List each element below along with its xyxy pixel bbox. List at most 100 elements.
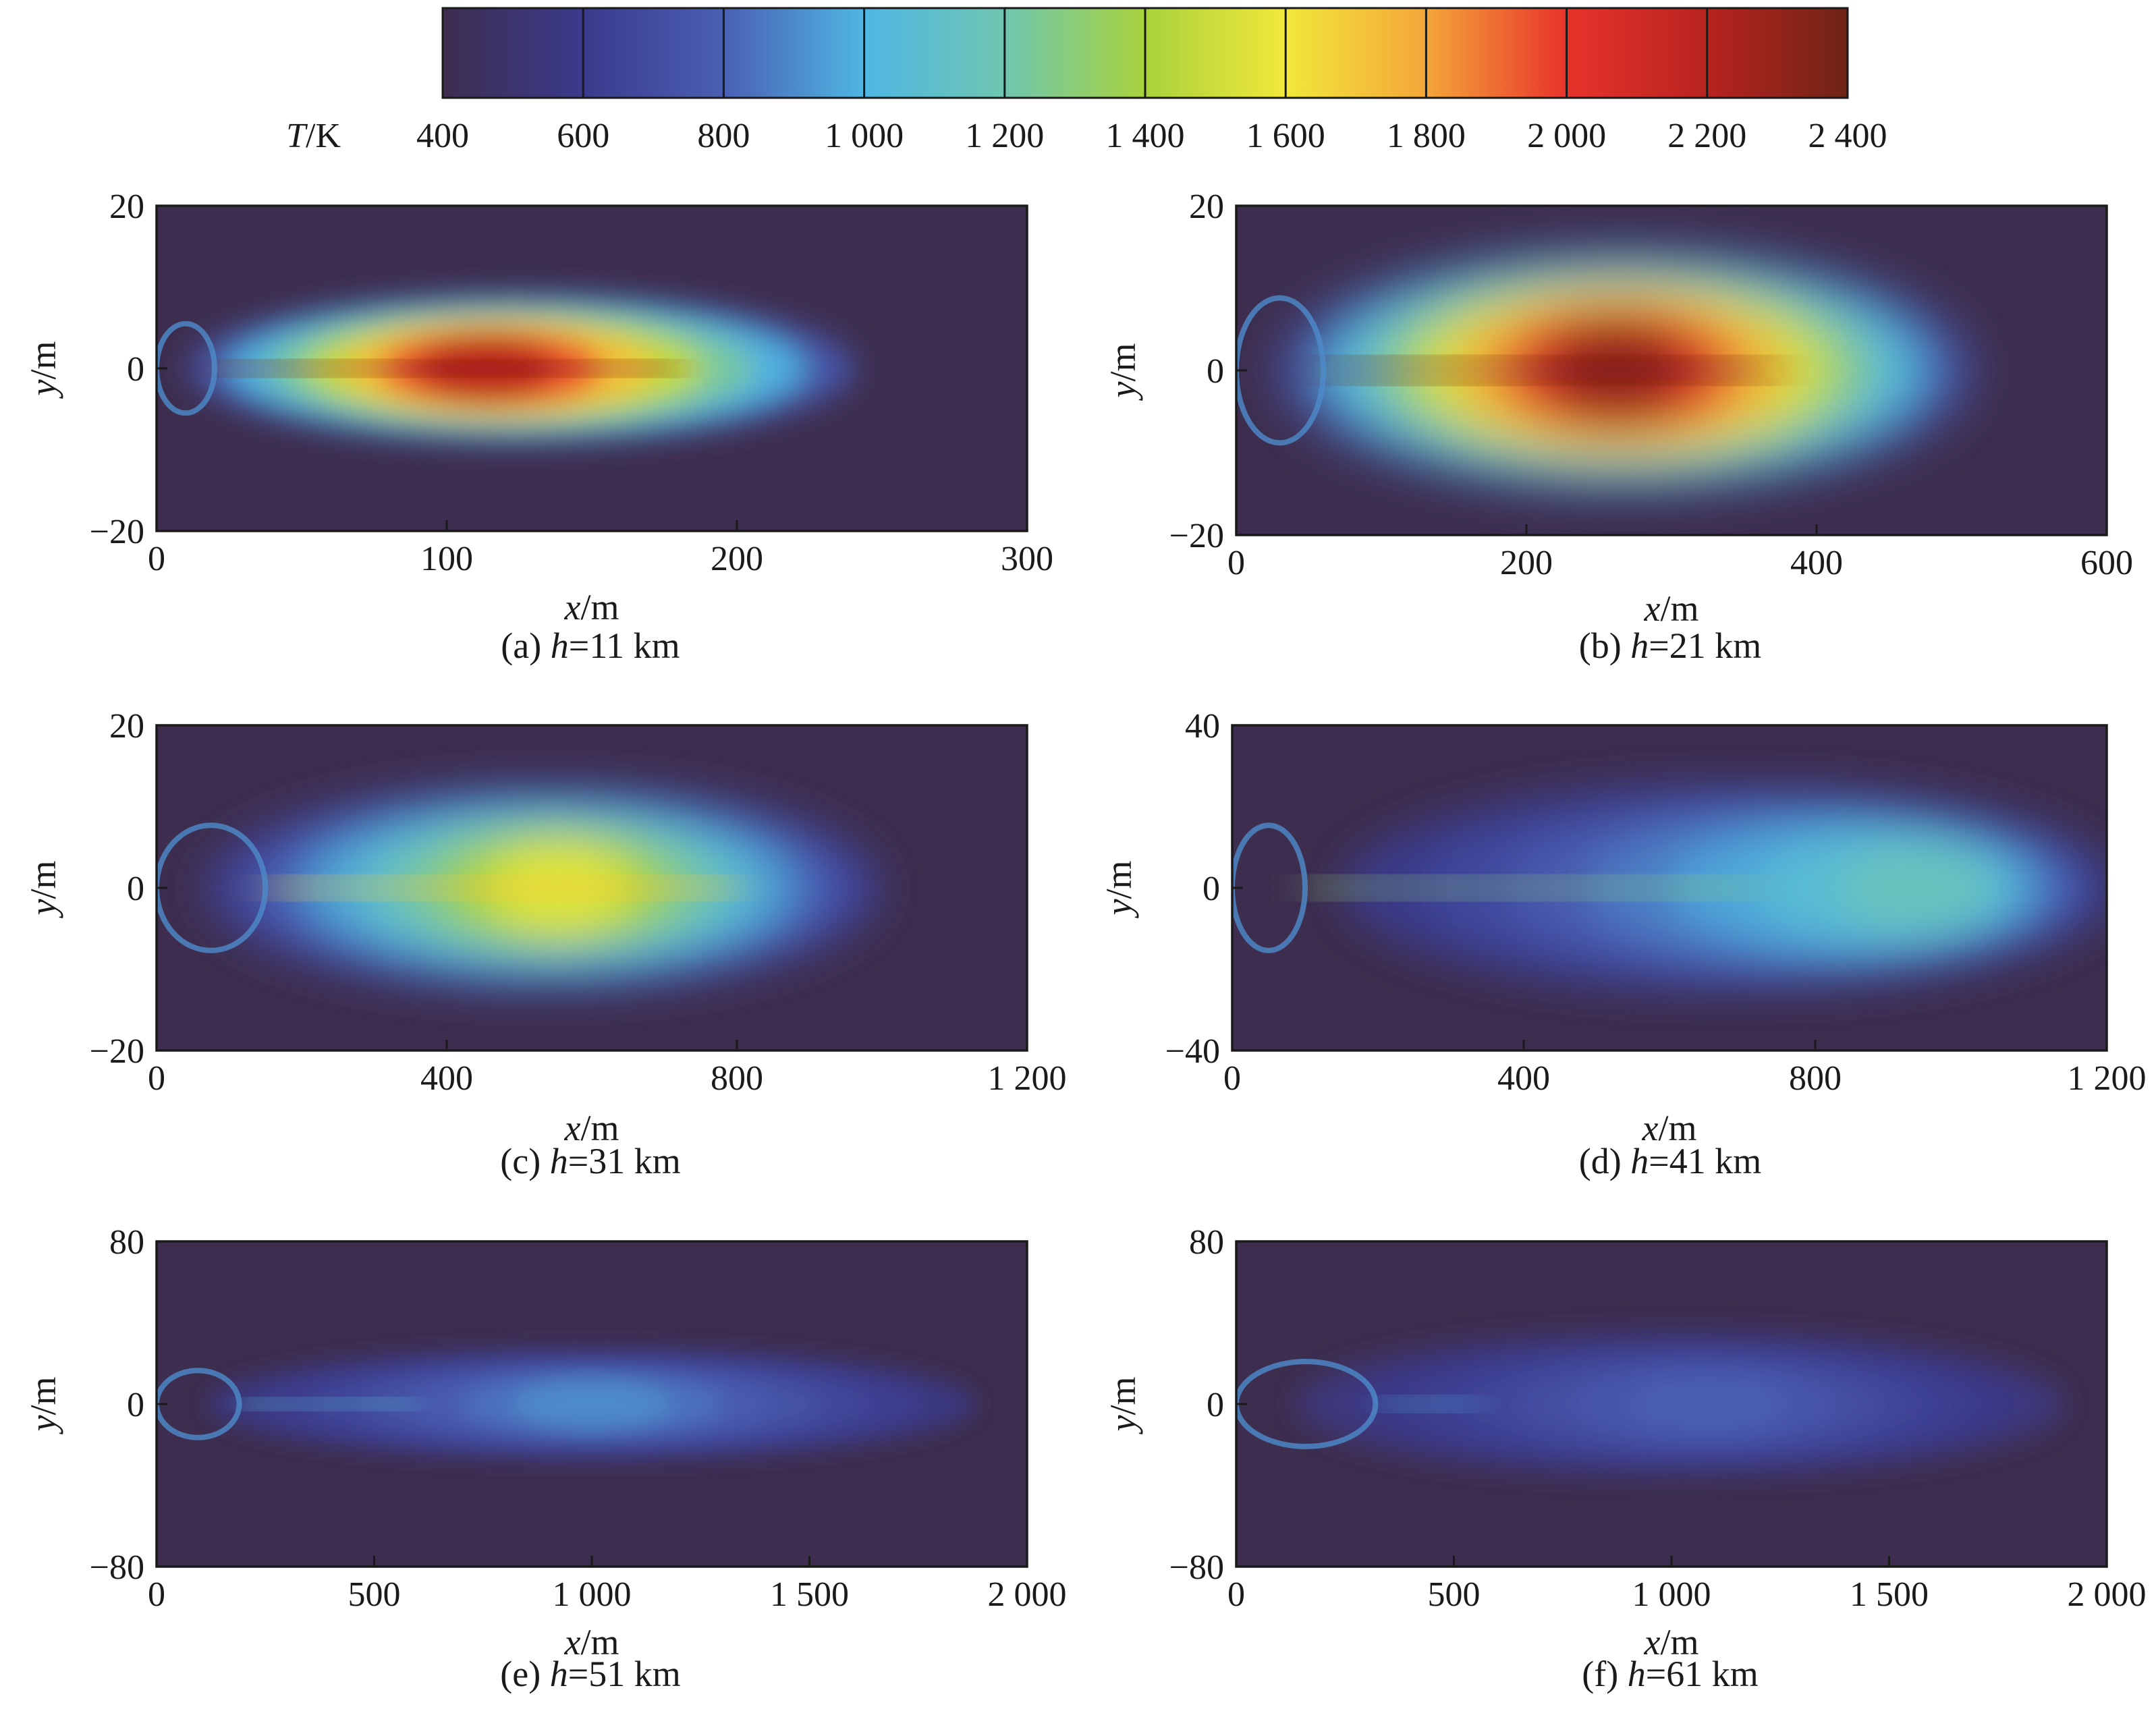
x-tick-label: 800: [1789, 1059, 1842, 1098]
caption-prefix: (f): [1582, 1654, 1627, 1694]
caption-prefix: (d): [1579, 1141, 1630, 1181]
caption-prefix: (b): [1579, 625, 1630, 666]
x-axis-label: x/m: [1642, 1108, 1697, 1148]
x-tick-label: 0: [1223, 1059, 1241, 1098]
x-axis-label: x/m: [564, 1108, 619, 1148]
jet-core: [1323, 362, 1773, 378]
x-axis-label-variable: x: [564, 1108, 581, 1148]
plume-layer: [513, 1380, 671, 1428]
x-axis: 0 400 800 1 200 x/m: [1223, 1040, 2147, 1148]
x-axis-label-variable: x: [1644, 588, 1661, 629]
x-tick-label: 200: [1500, 544, 1553, 582]
colorbar-label: T/K: [286, 117, 341, 155]
x-tick-label: 800: [711, 1059, 763, 1098]
y-axis-label-unit: /m: [1103, 343, 1143, 382]
x-axis-label-unit: /m: [1658, 1108, 1696, 1148]
caption-value: =21 km: [1649, 625, 1761, 666]
caption-variable: h: [1630, 1141, 1649, 1181]
plot-area: [157, 1241, 1027, 1567]
caption-prefix: (e): [500, 1654, 549, 1694]
y-axis-label-unit: /m: [23, 861, 63, 899]
x-tick-label: 1 000: [553, 1575, 632, 1614]
colorbar-tick-label: 1 600: [1246, 117, 1325, 155]
y-axis-label-variable: y: [1099, 899, 1139, 918]
y-axis-label: y/m: [23, 1377, 63, 1435]
y-axis-label: y/m: [23, 861, 63, 919]
x-axis-label: x/m: [564, 587, 619, 627]
x-tick-label: 0: [1227, 1575, 1245, 1614]
y-tick-label: −80: [90, 1548, 144, 1587]
caption-variable: h: [551, 625, 569, 666]
plume: [1296, 1333, 2065, 1475]
y-axis-label: y/m: [1103, 343, 1143, 401]
caption-variable: h: [550, 1141, 568, 1181]
y-tick-label: 0: [1207, 352, 1224, 391]
colorbar-tick-label: 600: [557, 117, 609, 155]
x-axis-label-unit: /m: [1660, 1622, 1698, 1662]
y-tick-label: −20: [90, 513, 144, 551]
x-axis-label: x/m: [1644, 588, 1699, 629]
y-axis: −80 0 80 y/m: [23, 1223, 167, 1587]
y-axis: −20 0 20 y/m: [23, 707, 167, 1071]
x-tick-label: 0: [148, 1575, 165, 1614]
y-tick-label: −20: [1169, 517, 1224, 555]
plot-area: [1232, 725, 2107, 1050]
x-tick-label: 200: [711, 540, 763, 578]
caption-value: =61 km: [1646, 1654, 1759, 1694]
x-axis-label-variable: x: [1642, 1108, 1659, 1148]
y-tick-label: 20: [109, 707, 144, 746]
colorbar-tick-label: 800: [697, 117, 750, 155]
x-axis-label: x/m: [1644, 1622, 1699, 1662]
x-tick-label: 400: [1497, 1059, 1550, 1098]
x-tick-label: 500: [1428, 1575, 1481, 1614]
x-axis: 0 400 800 1 200 x/m: [148, 1040, 1067, 1148]
x-tick-label: 1 500: [770, 1575, 849, 1614]
colorbar-tick-label: 2 200: [1667, 117, 1746, 155]
caption-prefix: (c): [500, 1141, 549, 1181]
y-axis-label-unit: /m: [23, 341, 63, 380]
plot-area: [157, 725, 1027, 1050]
jet-core: [1305, 880, 1757, 895]
x-tick-label: 500: [348, 1575, 401, 1614]
colorbar-tick-label: 2 000: [1527, 117, 1606, 155]
x-tick-label: 400: [420, 1059, 473, 1098]
caption-value: =31 km: [568, 1141, 681, 1181]
jet-core: [265, 880, 737, 895]
panel-caption: (f) h=61 km: [1582, 1654, 1758, 1694]
y-axis-label: y/m: [1099, 861, 1139, 919]
y-tick-label: 20: [109, 188, 144, 226]
panel-caption: (d) h=41 km: [1579, 1141, 1761, 1181]
x-tick-label: 600: [2080, 544, 2133, 582]
caption-prefix: (a): [501, 625, 550, 666]
y-tick-label: 0: [127, 350, 144, 389]
y-axis: −20 0 20 y/m: [23, 188, 167, 551]
x-tick-label: 0: [148, 540, 165, 578]
y-axis-label-variable: y: [23, 899, 63, 918]
x-axis-label-unit: /m: [580, 1622, 619, 1662]
plot-area: [157, 206, 1027, 531]
x-tick-label: 400: [1790, 544, 1843, 582]
y-tick-label: −40: [1165, 1032, 1220, 1071]
panel-caption: (b) h=21 km: [1579, 625, 1761, 666]
shock-cell: [1236, 295, 1326, 446]
x-tick-label: 0: [148, 1059, 165, 1098]
shock-cell: [157, 320, 217, 416]
x-tick-label: 0: [1227, 544, 1245, 582]
y-axis-label: y/m: [23, 341, 63, 399]
x-axis-label-unit: /m: [580, 587, 619, 627]
y-axis-label-unit: /m: [23, 1377, 63, 1415]
plume: [207, 1348, 976, 1460]
x-axis: 0 200 400 600 x/m: [1227, 524, 2133, 629]
colorbar-tick-label: 2 400: [1808, 117, 1887, 155]
colorbar-tick-label: 1 000: [825, 117, 904, 155]
y-axis-label-variable: y: [23, 1415, 63, 1434]
y-tick-label: 0: [127, 1386, 144, 1424]
y-tick-label: −20: [90, 1032, 144, 1071]
jet-core: [215, 363, 679, 374]
x-axis-label: x/m: [564, 1622, 619, 1662]
caption-value: =41 km: [1649, 1141, 1761, 1181]
y-axis: −40 0 40 y/m: [1099, 707, 1243, 1071]
